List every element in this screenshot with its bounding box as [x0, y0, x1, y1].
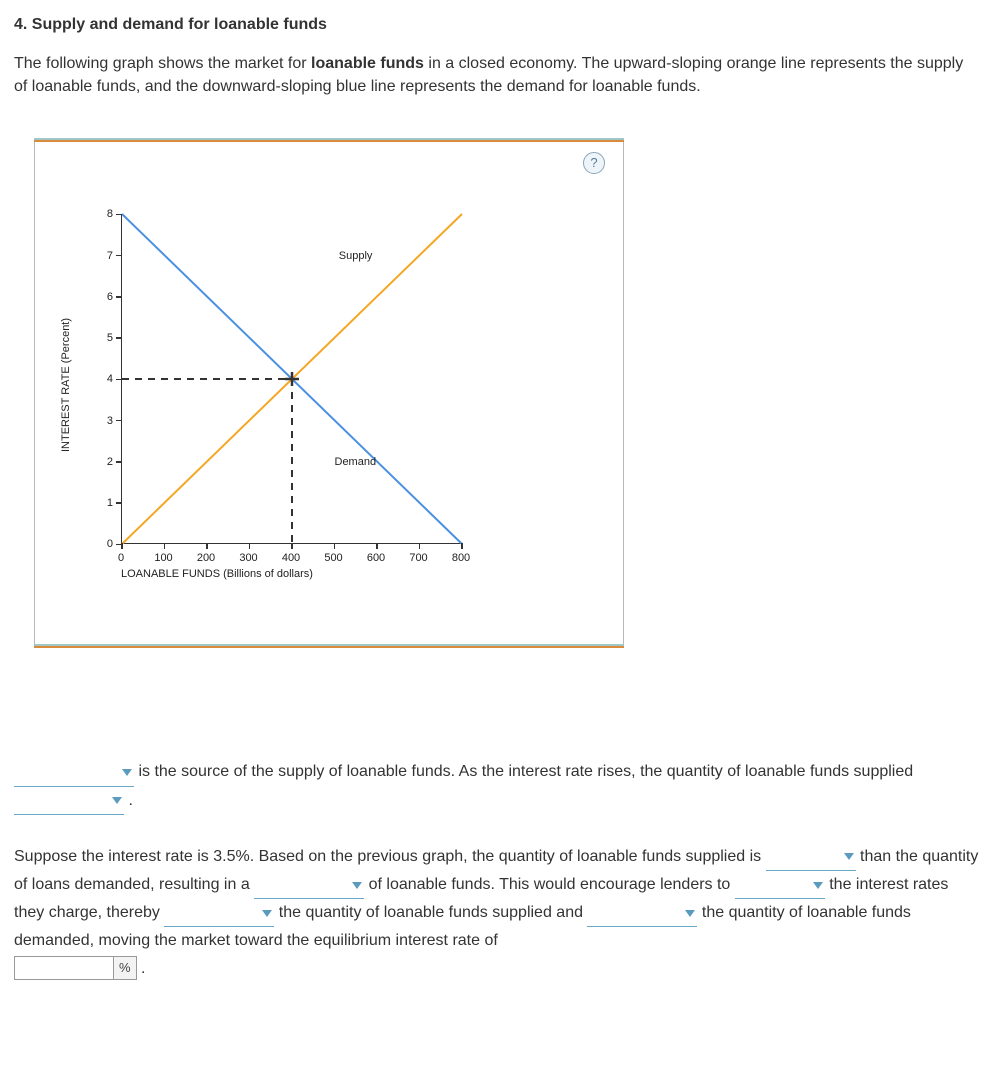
equilibrium-rate-input[interactable]: [14, 956, 114, 980]
y-tick: [116, 255, 122, 257]
dropdown-compare[interactable]: [766, 843, 856, 871]
dropdown-supplied-direction[interactable]: [14, 787, 124, 815]
y-tick-label: 3: [93, 415, 113, 427]
x-tick-label: 600: [367, 552, 385, 564]
x-tick-label: 100: [154, 552, 172, 564]
dropdown-demanded-change[interactable]: [587, 899, 697, 927]
y-tick-label: 5: [93, 332, 113, 344]
x-tick-label: 500: [324, 552, 342, 564]
y-axis-title: INTEREST RATE (Percent): [60, 220, 72, 550]
q2-text-1: Suppose the interest rate is 3.5%. Based…: [14, 848, 766, 865]
panel-bottom-rule: [34, 644, 624, 648]
x-tick: [291, 543, 293, 549]
series-label: Demand: [335, 456, 377, 468]
y-tick: [116, 502, 122, 504]
y-tick-label: 8: [93, 208, 113, 220]
y-tick-label: 4: [93, 373, 113, 385]
plot-svg: [122, 214, 462, 544]
y-tick-label: 6: [93, 291, 113, 303]
y-tick: [116, 337, 122, 339]
y-tick-label: 1: [93, 497, 113, 509]
x-tick: [249, 543, 251, 549]
x-tick: [121, 543, 123, 549]
graph-body: ? Supply Demand INTEREST RATE (Percent) L…: [34, 142, 624, 644]
x-axis-title: LOANABLE FUNDS (Billions of dollars): [121, 568, 461, 580]
q2-period: .: [137, 960, 146, 977]
x-tick-label: 800: [452, 552, 470, 564]
dropdown-source[interactable]: [14, 758, 134, 786]
y-tick: [116, 214, 122, 216]
question-1: is the source of the supply of loanable …: [14, 758, 980, 814]
y-tick-label: 2: [93, 456, 113, 468]
series-label: Supply: [339, 250, 373, 262]
x-tick: [376, 543, 378, 549]
y-tick: [116, 296, 122, 298]
x-tick-label: 400: [282, 552, 300, 564]
intro-text: The following graph shows the market for…: [14, 52, 980, 98]
x-tick: [206, 543, 208, 549]
x-tick-label: 700: [409, 552, 427, 564]
plot-area[interactable]: Supply Demand: [121, 214, 461, 544]
y-tick: [116, 420, 122, 422]
question-2: Suppose the interest rate is 3.5%. Based…: [14, 843, 980, 982]
question-heading: 4. Supply and demand for loanable funds: [14, 16, 980, 34]
q2-text-5: the quantity of loanable funds supplied …: [274, 904, 587, 921]
x-tick-label: 300: [239, 552, 257, 564]
q1-text-1: is the source of the supply of loanable …: [134, 763, 913, 780]
graph-panel: ? Supply Demand INTEREST RATE (Percent) L…: [34, 138, 624, 648]
x-tick: [334, 543, 336, 549]
help-icon[interactable]: ?: [583, 152, 605, 174]
chart: Supply Demand INTEREST RATE (Percent) LOA…: [59, 214, 489, 604]
y-tick: [116, 461, 122, 463]
x-tick-label: 200: [197, 552, 215, 564]
q2-text-3: of loanable funds. This would encourage …: [364, 876, 735, 893]
y-tick-label: 7: [93, 250, 113, 262]
dropdown-result[interactable]: [254, 871, 364, 899]
x-tick-label: 0: [118, 552, 124, 564]
questions-block: is the source of the supply of loanable …: [14, 758, 980, 981]
x-tick: [419, 543, 421, 549]
x-tick: [164, 543, 166, 549]
dropdown-supplied-change[interactable]: [164, 899, 274, 927]
y-tick: [116, 379, 122, 381]
dropdown-lenders[interactable]: [735, 871, 825, 899]
x-tick: [461, 543, 463, 549]
percent-unit: %: [113, 956, 137, 980]
q1-text-2: .: [124, 792, 133, 809]
y-tick-label: 0: [93, 538, 113, 550]
